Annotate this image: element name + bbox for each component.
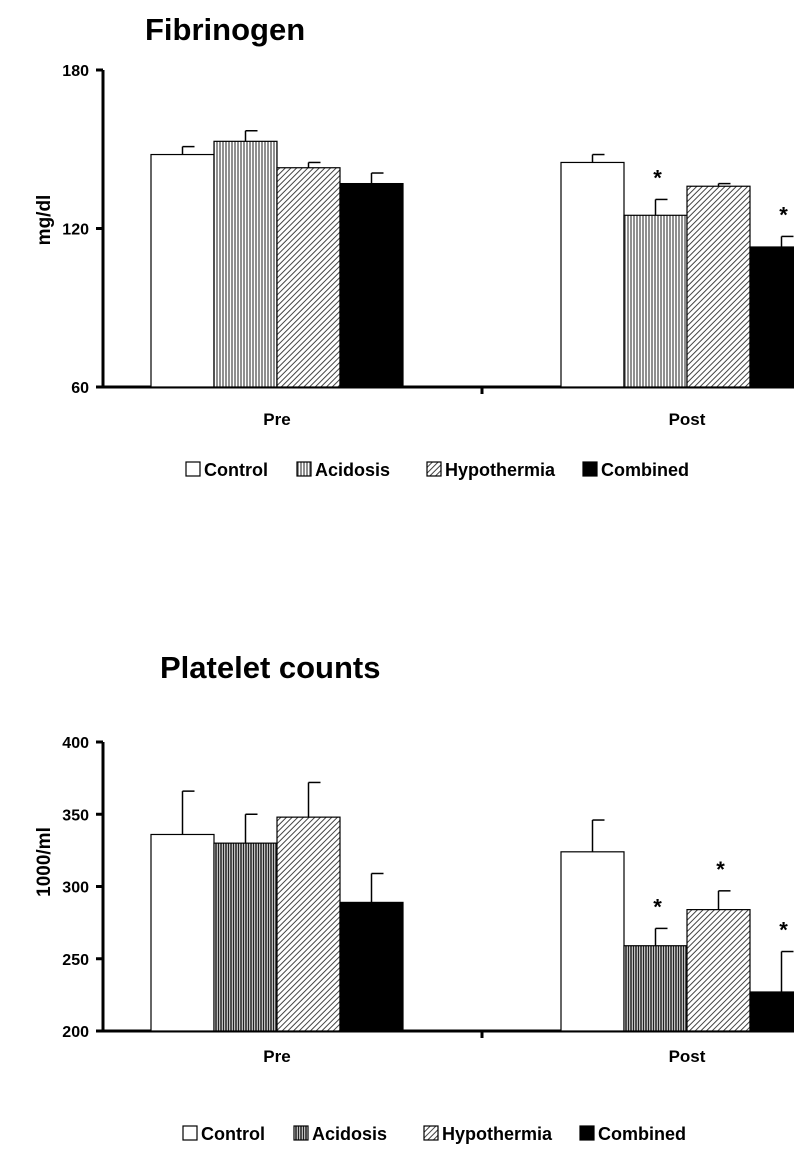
legend-swatch <box>582 461 598 477</box>
bar <box>276 167 341 388</box>
y-tick-label: 400 <box>62 735 89 752</box>
y-tick-label: 350 <box>62 807 89 824</box>
y-tick-label: 200 <box>62 1024 89 1041</box>
bar <box>150 833 215 1032</box>
y-axis-label: mg/dl <box>34 195 55 246</box>
significance-marker: * <box>779 202 788 227</box>
bar <box>686 909 751 1032</box>
legend-label: Acidosis <box>315 460 390 480</box>
bar <box>213 842 278 1032</box>
bar <box>623 945 688 1032</box>
significance-marker: * <box>653 894 662 919</box>
legend-label: Hypothermia <box>442 1124 553 1144</box>
bar <box>276 816 341 1032</box>
y-tick-label: 180 <box>62 63 89 80</box>
legend-swatch <box>579 1125 595 1141</box>
bar <box>339 901 404 1032</box>
legend-label: Combined <box>601 460 689 480</box>
chart-title: Platelet counts <box>160 650 381 685</box>
legend-swatch <box>293 1125 309 1141</box>
legend-label: Acidosis <box>312 1124 387 1144</box>
legend-label: Hypothermia <box>445 460 556 480</box>
bar <box>560 851 625 1032</box>
x-category-label: Pre <box>263 1047 290 1066</box>
chart-title: Fibrinogen <box>145 12 305 47</box>
bars: * * * <box>150 781 794 1032</box>
bars: ** <box>150 130 794 388</box>
x-category-label: Pre <box>263 410 290 429</box>
y-tick-label: 120 <box>62 222 89 239</box>
bar <box>686 185 751 388</box>
legend-label: Combined <box>598 1124 686 1144</box>
bar <box>213 140 278 388</box>
x-category-label: Post <box>669 410 706 429</box>
y-tick-label: 300 <box>62 880 89 897</box>
legend-swatch <box>182 1125 198 1141</box>
y-tick-label: 60 <box>71 380 89 397</box>
y-tick-label: 250 <box>62 952 89 969</box>
bar <box>560 161 625 388</box>
platelet-counts-chart: Platelet counts 1000/ml 200 250 300 350 400 P… <box>34 650 794 1144</box>
bar <box>339 182 404 388</box>
legend-swatch <box>423 1125 439 1141</box>
bar <box>749 246 794 388</box>
bar <box>749 991 794 1032</box>
y-axis-label: 1000/ml <box>34 827 55 897</box>
significance-marker: * <box>779 918 788 943</box>
bar <box>150 153 215 388</box>
legend-swatch <box>185 461 201 477</box>
legend-label: Control <box>201 1124 265 1144</box>
x-category-label: Post <box>669 1047 706 1066</box>
bar <box>623 214 688 388</box>
legend: Control Acidosis Hypothermia Combined <box>185 460 689 480</box>
legend-swatch <box>426 461 442 477</box>
significance-marker: * <box>653 165 662 190</box>
legend: Control Acidosis Hypothermia Combined <box>182 1124 686 1144</box>
legend-swatch <box>296 461 312 477</box>
significance-marker: * <box>716 857 725 882</box>
legend-label: Control <box>204 460 268 480</box>
